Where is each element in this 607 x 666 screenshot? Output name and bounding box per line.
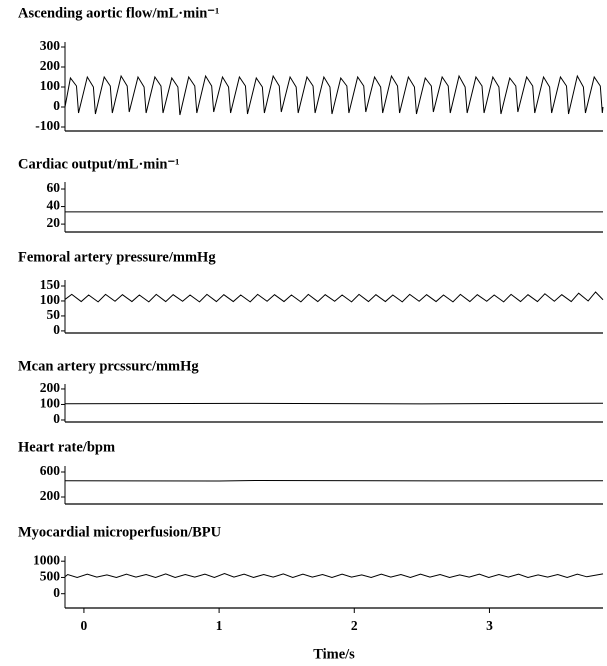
y-tick-label: 100	[40, 396, 61, 411]
panel-title: Cardiac output/mL·min⁻¹	[18, 156, 179, 172]
y-tick-label: 1000	[33, 552, 60, 567]
y-tick-label: 200	[40, 488, 61, 503]
x-tick-label: 1	[216, 618, 223, 633]
y-tick-label: 60	[47, 180, 61, 195]
y-tick-label: 600	[40, 463, 61, 478]
y-tick-label: 50	[47, 307, 61, 322]
signal-line	[64, 402, 604, 405]
y-tick-label: 150	[40, 277, 61, 292]
x-tick-label: 3	[486, 618, 493, 633]
signal-line	[64, 479, 604, 482]
y-tick-label: 0	[53, 585, 60, 600]
signal-line	[64, 573, 604, 578]
x-tick-label: 0	[81, 618, 88, 633]
y-tick-label: 300	[40, 38, 61, 53]
y-tick-label: 0	[53, 411, 60, 426]
signal-line	[64, 291, 604, 303]
y-tick-label: 40	[47, 198, 61, 213]
x-tick-label: 2	[351, 618, 358, 633]
y-tick-label: 0	[53, 322, 60, 337]
panel-title: Myocardial microperfusion/BPU	[18, 524, 222, 540]
y-tick-label: 500	[40, 569, 61, 584]
x-axis-label: Time/s	[313, 646, 355, 662]
y-tick-label: 200	[40, 58, 61, 73]
y-tick-label: 100	[40, 78, 61, 93]
panel-title: Heart rate/bpm	[18, 439, 115, 455]
y-tick-label: 20	[47, 215, 61, 230]
panel-title: Ascending aortic flow/mL·min⁻¹	[18, 5, 219, 21]
y-tick-label: 200	[40, 380, 61, 395]
y-tick-label: 0	[53, 98, 60, 113]
panel-title: Femoral artery pressure/mmHg	[18, 249, 216, 265]
y-tick-label: -100	[35, 118, 60, 133]
panel-title: Mcan artery prcssurc/mmHg	[18, 358, 199, 374]
y-tick-label: 100	[40, 292, 61, 307]
signal-line	[64, 74, 604, 116]
